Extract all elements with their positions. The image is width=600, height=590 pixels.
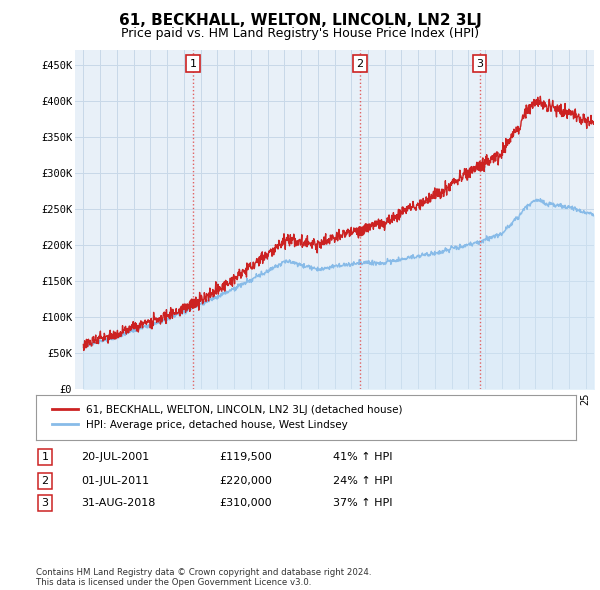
Text: 41% ↑ HPI: 41% ↑ HPI [333, 453, 392, 462]
Text: Price paid vs. HM Land Registry's House Price Index (HPI): Price paid vs. HM Land Registry's House … [121, 27, 479, 40]
Text: 2: 2 [356, 59, 363, 68]
Text: 31-AUG-2018: 31-AUG-2018 [81, 498, 155, 507]
Text: £310,000: £310,000 [219, 498, 272, 507]
Text: 1: 1 [190, 59, 197, 68]
Text: 2: 2 [41, 476, 49, 486]
Text: Contains HM Land Registry data © Crown copyright and database right 2024.
This d: Contains HM Land Registry data © Crown c… [36, 568, 371, 587]
Legend: 61, BECKHALL, WELTON, LINCOLN, LN2 3LJ (detached house), HPI: Average price, det: 61, BECKHALL, WELTON, LINCOLN, LN2 3LJ (… [47, 399, 408, 435]
Text: 20-JUL-2001: 20-JUL-2001 [81, 453, 149, 462]
Text: 61, BECKHALL, WELTON, LINCOLN, LN2 3LJ: 61, BECKHALL, WELTON, LINCOLN, LN2 3LJ [119, 13, 481, 28]
Text: £220,000: £220,000 [219, 476, 272, 486]
Text: £119,500: £119,500 [219, 453, 272, 462]
Text: 3: 3 [476, 59, 483, 68]
Text: 1: 1 [41, 453, 49, 462]
Text: 37% ↑ HPI: 37% ↑ HPI [333, 498, 392, 507]
Text: 3: 3 [41, 498, 49, 507]
Text: 24% ↑ HPI: 24% ↑ HPI [333, 476, 392, 486]
Text: 01-JUL-2011: 01-JUL-2011 [81, 476, 149, 486]
